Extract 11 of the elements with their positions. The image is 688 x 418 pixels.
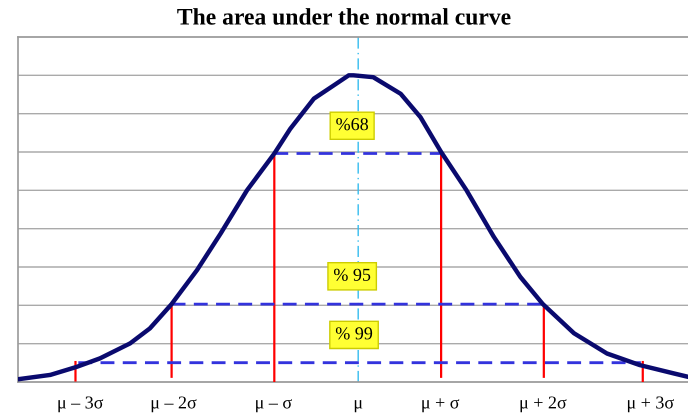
x-tick-label: μ + 2σ [520, 396, 566, 412]
x-tick-label: μ – 3σ [58, 396, 104, 412]
x-tick-label: μ [354, 400, 362, 412]
chart-title: The area under the normal curve [177, 8, 511, 25]
x-tick-label: μ – σ [256, 399, 292, 412]
x-tick-label: μ – 2σ [152, 396, 196, 412]
annotation: % 95 [334, 268, 370, 281]
annotation: %68 [336, 118, 368, 130]
x-tick-label: μ + σ [422, 398, 460, 412]
x-tick-label: μ + 3σ [628, 396, 674, 412]
annotation: % 99 [336, 327, 372, 340]
